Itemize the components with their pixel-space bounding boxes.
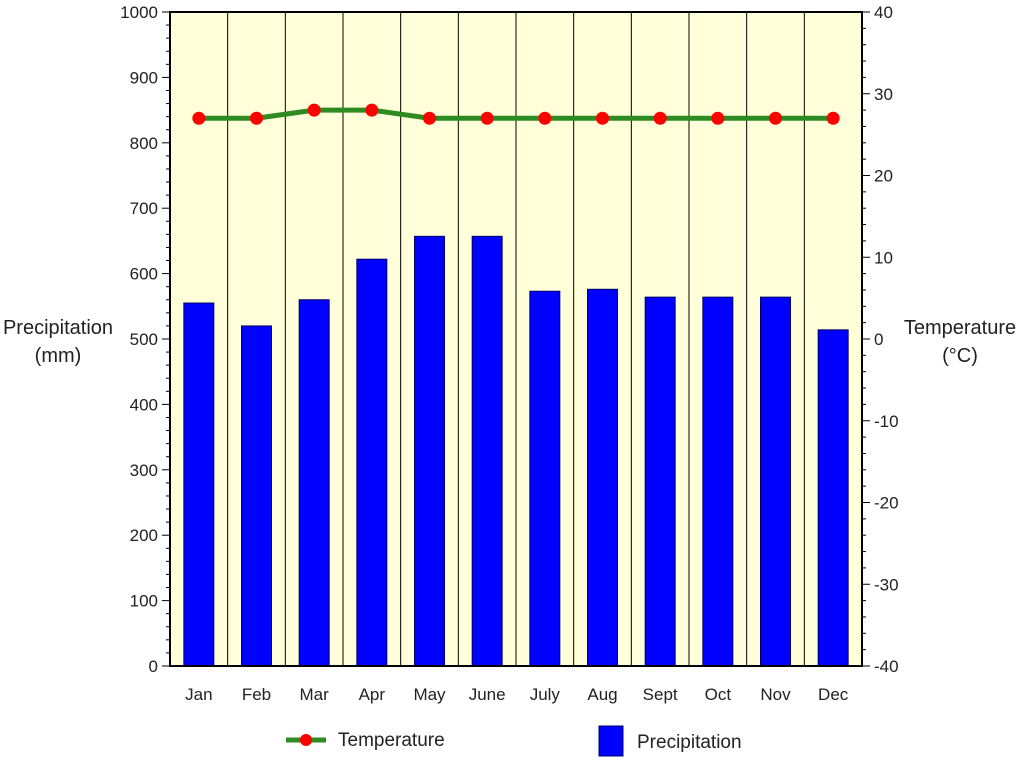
left-axis-tick-label: 700 <box>130 199 158 218</box>
right-axis-tick-label: -30 <box>874 575 899 594</box>
left-axis-tick-label: 500 <box>130 330 158 349</box>
right-axis-tick-label: 20 <box>874 167 893 186</box>
temperature-marker <box>769 111 782 125</box>
temperature-marker <box>423 111 436 125</box>
temperature-marker <box>365 103 379 117</box>
precipitation-bar <box>702 296 734 667</box>
precipitation-bar <box>241 325 272 667</box>
precipitation-bar <box>356 258 388 667</box>
right-axis-tick-label: -10 <box>874 412 899 431</box>
precipitation-bar <box>414 235 445 667</box>
temperature-marker <box>826 111 840 125</box>
temperature-marker <box>307 103 321 117</box>
precipitation-bar <box>644 296 676 667</box>
right-axis-tick-label: -40 <box>874 657 899 676</box>
precipitation-bar <box>587 288 618 667</box>
legend: Temperature Precipitation <box>286 725 742 757</box>
left-axis-tick-label: 300 <box>130 461 158 480</box>
precipitation-bars <box>183 235 849 667</box>
x-axis-tick-label: July <box>530 685 561 704</box>
x-axis: Jan Feb Mar Apr May June July Aug Sept Oct Nov Dec <box>185 685 849 704</box>
x-axis-tick-label: June <box>469 685 506 704</box>
left-axis-tick-label: 900 <box>130 68 158 87</box>
temperature-marker <box>250 111 263 125</box>
left-axis-tick-label: 1000 <box>120 3 158 22</box>
x-axis-tick-label: Dec <box>818 685 849 704</box>
left-axis-tick-label: 400 <box>130 395 158 414</box>
precipitation-bar <box>183 302 215 667</box>
x-axis-tick-label: Mar <box>300 685 330 704</box>
x-axis-tick-label: Nov <box>760 685 791 704</box>
left-axis-tick-label: 200 <box>130 526 158 545</box>
precipitation-bar <box>529 290 561 667</box>
temperature-marker <box>192 111 206 125</box>
temperature-marker <box>711 111 725 125</box>
precipitation-bar <box>760 296 791 667</box>
right-axis-tick-label: 40 <box>874 3 893 22</box>
left-axis-title-line1: Precipitation <box>3 317 113 339</box>
left-axis-title-line2: (mm) <box>35 345 82 367</box>
legend-precipitation-swatch <box>598 725 624 757</box>
right-axis-title-line1: Temperature <box>904 317 1016 339</box>
x-axis-tick-label: Oct <box>705 685 732 704</box>
legend-precipitation-label: Precipitation <box>637 732 742 753</box>
left-axis-tick-label: 100 <box>130 592 158 611</box>
temperature-marker <box>480 111 494 125</box>
left-axis-tick-label: 0 <box>149 657 158 676</box>
left-axis-tick-label: 600 <box>130 265 158 284</box>
left-axis: 0 100 200 300 400 500 600 700 800 900 1000 <box>120 3 170 676</box>
x-axis-tick-label: Feb <box>242 685 271 704</box>
right-axis-tick-label: 0 <box>874 330 883 349</box>
x-axis-tick-label: Jan <box>185 685 212 704</box>
x-axis-tick-label: Sept <box>643 685 678 704</box>
x-axis-tick-label: Aug <box>587 685 617 704</box>
precipitation-bar <box>471 235 503 667</box>
x-axis-tick-label: Apr <box>359 685 386 704</box>
right-axis-title-line2: (°C) <box>942 345 978 367</box>
temperature-marker <box>596 111 609 125</box>
temperature-line-group <box>192 103 840 125</box>
precipitation-bar <box>298 299 330 667</box>
legend-temperature-label: Temperature <box>338 730 445 751</box>
precipitation-bar <box>817 329 849 667</box>
x-axis-tick-label: May <box>413 685 446 704</box>
right-axis-tick-label: -20 <box>874 494 899 513</box>
temperature-line <box>198 107 834 121</box>
grid-lines <box>227 12 805 666</box>
temperature-marker <box>538 111 552 125</box>
right-axis-tick-label: 30 <box>874 85 893 104</box>
left-axis-tick-label: 800 <box>130 134 158 153</box>
right-axis-tick-label: 10 <box>874 248 893 267</box>
temperature-marker <box>653 111 667 125</box>
legend-temperature-marker <box>300 734 312 746</box>
right-axis: -40 -30 -20 -10 0 10 20 30 40 <box>862 3 899 676</box>
